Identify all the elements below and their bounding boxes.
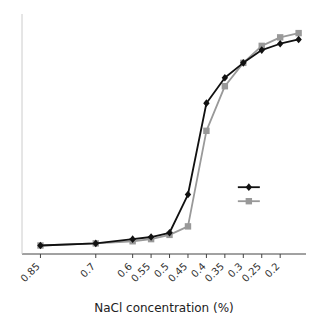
x-tick-label: 0.25 <box>240 261 264 285</box>
point <box>277 34 283 40</box>
point <box>166 229 172 237</box>
point <box>240 59 246 67</box>
point <box>277 40 283 48</box>
x-tick-label: 0.55 <box>129 261 153 285</box>
point <box>129 235 135 243</box>
point <box>93 240 99 246</box>
series-line <box>40 33 298 245</box>
x-tick <box>169 254 170 258</box>
x-tick <box>243 254 244 258</box>
x-tick <box>224 254 225 258</box>
point <box>295 36 301 44</box>
point <box>185 191 191 199</box>
x-tick <box>187 254 188 258</box>
point <box>203 128 209 134</box>
legend-marker <box>246 198 252 204</box>
plot-area <box>37 30 302 249</box>
x-axis-label: NaCl concentration (%) <box>94 301 234 315</box>
point <box>148 233 154 241</box>
y-axis <box>22 14 23 254</box>
point <box>37 242 43 250</box>
x-tick <box>206 254 207 258</box>
x-tick <box>261 254 262 258</box>
series-line <box>40 39 298 245</box>
legend-marker <box>246 183 252 191</box>
point <box>259 46 265 54</box>
point <box>185 223 191 229</box>
x-tick <box>151 254 152 258</box>
point <box>37 242 43 248</box>
point <box>222 74 228 82</box>
x-tick-label: 0.2 <box>263 261 282 280</box>
x-tick-label: 0.85 <box>18 261 42 285</box>
chart: 0.850.70.60.550.50.450.40.350.30.250.2Na… <box>0 0 320 320</box>
x-tick <box>95 254 96 258</box>
point <box>295 30 301 36</box>
legend <box>238 183 260 204</box>
x-tick <box>280 254 281 258</box>
point <box>222 83 228 89</box>
point <box>203 99 209 107</box>
x-tick-label: 0.7 <box>78 261 97 280</box>
x-tick-label: 0.35 <box>203 261 227 285</box>
background <box>0 0 320 320</box>
x-tick-label: 0.45 <box>166 261 190 285</box>
point <box>93 240 99 248</box>
x-tick <box>132 254 133 258</box>
series <box>37 36 302 250</box>
x-tick <box>40 254 41 258</box>
x-axis <box>22 254 306 255</box>
series <box>37 30 302 249</box>
